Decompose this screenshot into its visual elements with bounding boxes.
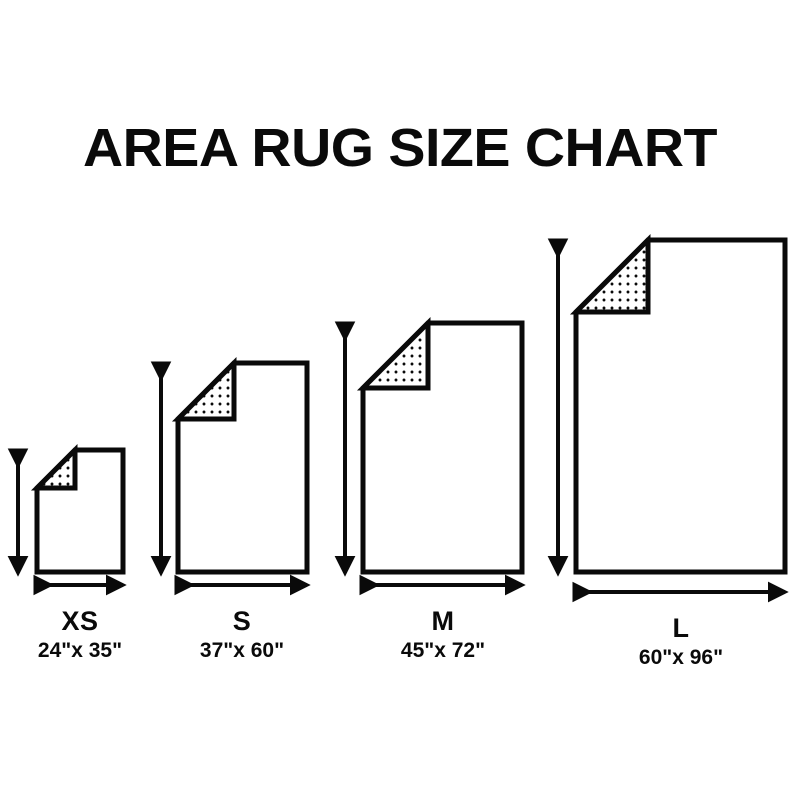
rug-body-outline [360, 320, 525, 575]
fold-corner-dots-icon [30, 443, 78, 491]
size-dims-s: 37"x 60" [199, 639, 285, 662]
size-label-s: S 37"x 60" [162, 606, 322, 664]
size-dims-xs: 24"x 35" [37, 639, 123, 662]
size-dims-l: 60"x 96" [638, 646, 724, 669]
size-label-xs: XS 24"x 35" [0, 606, 160, 664]
rug-figure-s [150, 356, 311, 596]
size-code-l: L [672, 613, 690, 643]
fold-corner-dots-icon [171, 356, 237, 422]
fold-corner-dots-icon [569, 233, 651, 315]
size-dims-m: 45"x 72" [400, 639, 486, 662]
size-label-m: M 45"x 72" [363, 606, 523, 664]
rug-figure-m [334, 316, 526, 596]
size-code-xs: XS [61, 606, 99, 636]
rug-body-outline [175, 360, 310, 575]
rug-body-outline [34, 447, 126, 575]
rug-figure-l [547, 233, 789, 603]
fold-corner-dots-icon [356, 316, 431, 391]
page-title: AREA RUG SIZE CHART [83, 118, 717, 178]
size-code-s: S [232, 606, 252, 636]
rug-figure-xs [7, 443, 127, 596]
size-label-l: L 60"x 96" [601, 613, 761, 671]
size-code-m: M [431, 606, 455, 636]
